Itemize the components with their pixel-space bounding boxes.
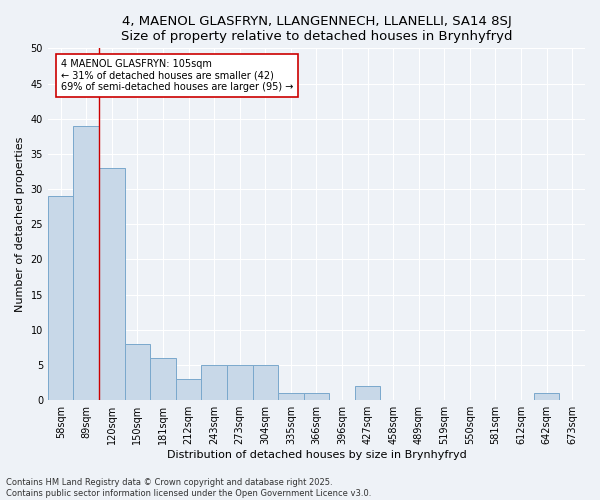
- Bar: [253, 365, 278, 400]
- Bar: [150, 358, 176, 400]
- Bar: [125, 344, 150, 400]
- Bar: [73, 126, 99, 400]
- Bar: [48, 196, 73, 400]
- Bar: [99, 168, 125, 400]
- Bar: [534, 393, 559, 400]
- Text: 4 MAENOL GLASFRYN: 105sqm
← 31% of detached houses are smaller (42)
69% of semi-: 4 MAENOL GLASFRYN: 105sqm ← 31% of detac…: [61, 59, 293, 92]
- Title: 4, MAENOL GLASFRYN, LLANGENNECH, LLANELLI, SA14 8SJ
Size of property relative to: 4, MAENOL GLASFRYN, LLANGENNECH, LLANELL…: [121, 15, 512, 43]
- Bar: [278, 393, 304, 400]
- Bar: [227, 365, 253, 400]
- Bar: [176, 379, 202, 400]
- Bar: [202, 365, 227, 400]
- Bar: [304, 393, 329, 400]
- Y-axis label: Number of detached properties: Number of detached properties: [15, 136, 25, 312]
- X-axis label: Distribution of detached houses by size in Brynhyfryd: Distribution of detached houses by size …: [167, 450, 466, 460]
- Bar: [355, 386, 380, 400]
- Text: Contains HM Land Registry data © Crown copyright and database right 2025.
Contai: Contains HM Land Registry data © Crown c…: [6, 478, 371, 498]
